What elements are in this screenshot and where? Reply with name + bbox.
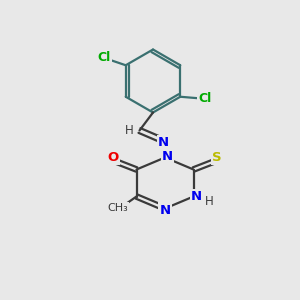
Text: N: N [159,203,171,217]
Text: CH₃: CH₃ [107,203,128,213]
Text: H: H [205,195,214,208]
Text: Cl: Cl [98,51,111,64]
Text: N: N [162,149,173,163]
Text: N: N [191,190,202,203]
Text: H: H [124,124,134,137]
Text: N: N [158,136,169,149]
Text: Cl: Cl [198,92,212,105]
Text: S: S [212,151,221,164]
Text: O: O [108,151,119,164]
